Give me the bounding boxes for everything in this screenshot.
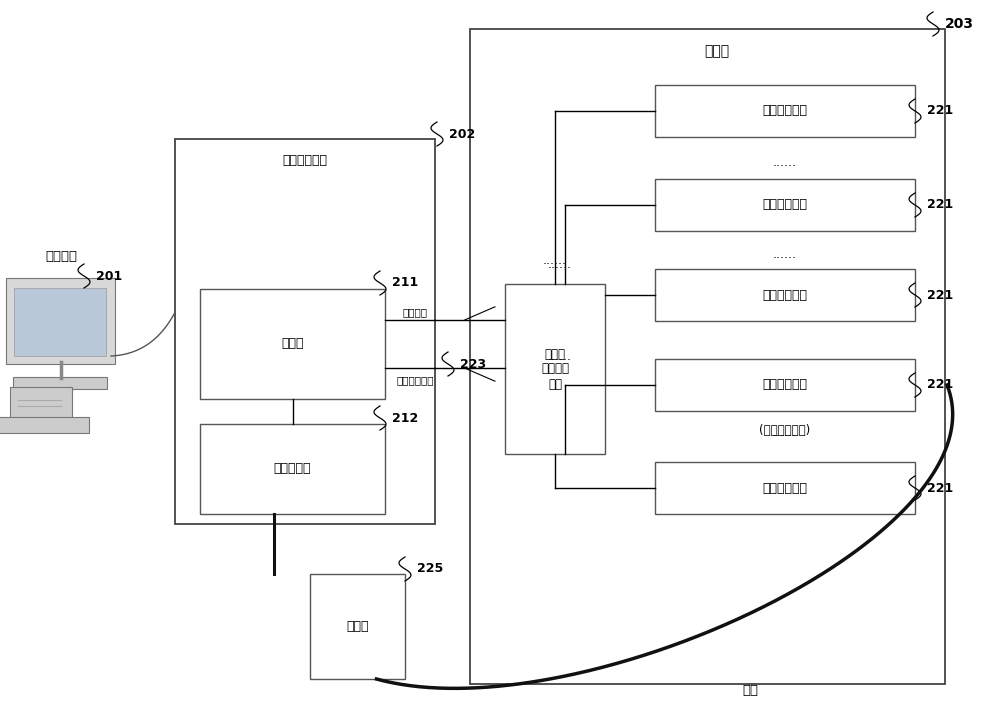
Bar [505, 284, 605, 454]
Text: 201: 201 [96, 269, 122, 282]
FancyBboxPatch shape [10, 387, 72, 419]
Text: 212: 212 [392, 411, 418, 425]
Text: 监控光模块: 监控光模块 [274, 462, 311, 476]
Bar [175, 139, 435, 524]
Bar [310, 574, 405, 679]
Text: 调试通信主板: 调试通信主板 [283, 155, 328, 167]
Text: 211: 211 [392, 277, 418, 289]
Text: 221: 221 [927, 199, 953, 211]
Text: ......: ...... [543, 255, 567, 267]
Text: 调试板: 调试板 [704, 44, 730, 58]
Text: 光纤: 光纤 [742, 684, 758, 698]
Text: 衰减器: 衰减器 [346, 620, 369, 633]
Text: 223: 223 [460, 357, 486, 371]
FancyBboxPatch shape [6, 278, 115, 364]
Bar [200, 424, 385, 514]
Text: 被调试光模块: 被调试光模块 [763, 289, 808, 301]
Text: 单片机: 单片机 [281, 337, 304, 350]
Text: ......: ...... [548, 350, 572, 362]
Text: 被调试光模块: 被调试光模块 [763, 199, 808, 211]
Bar [655, 85, 915, 137]
Text: 被调试光模块: 被调试光模块 [763, 104, 808, 118]
Text: 221: 221 [927, 104, 953, 118]
Text: (当前调试模块): (当前调试模块) [759, 425, 811, 437]
Text: 221: 221 [927, 481, 953, 494]
Text: ......: ...... [548, 257, 572, 271]
Text: 225: 225 [417, 562, 443, 576]
Text: 多通道
通信控制
电路: 多通道 通信控制 电路 [541, 347, 569, 391]
Text: 202: 202 [449, 128, 475, 140]
Text: 221: 221 [927, 289, 953, 301]
Bar [655, 269, 915, 321]
Text: ......: ...... [773, 427, 797, 440]
Bar [655, 359, 915, 411]
Text: 221: 221 [927, 379, 953, 391]
Text: 上行通信端口: 上行通信端口 [396, 375, 434, 385]
Text: 203: 203 [945, 17, 974, 31]
Text: 被调试光模块: 被调试光模块 [763, 379, 808, 391]
FancyBboxPatch shape [14, 288, 106, 356]
Text: ......: ...... [773, 155, 797, 169]
Bar [470, 29, 945, 684]
Text: 调试主机: 调试主机 [45, 250, 77, 262]
Text: 被调试光模块: 被调试光模块 [763, 481, 808, 494]
Bar [200, 289, 385, 399]
Bar [655, 462, 915, 514]
Text: 控制端口: 控制端口 [402, 307, 427, 317]
FancyBboxPatch shape [0, 417, 89, 433]
FancyBboxPatch shape [13, 377, 107, 389]
Text: ......: ...... [773, 247, 797, 260]
Bar [655, 179, 915, 231]
